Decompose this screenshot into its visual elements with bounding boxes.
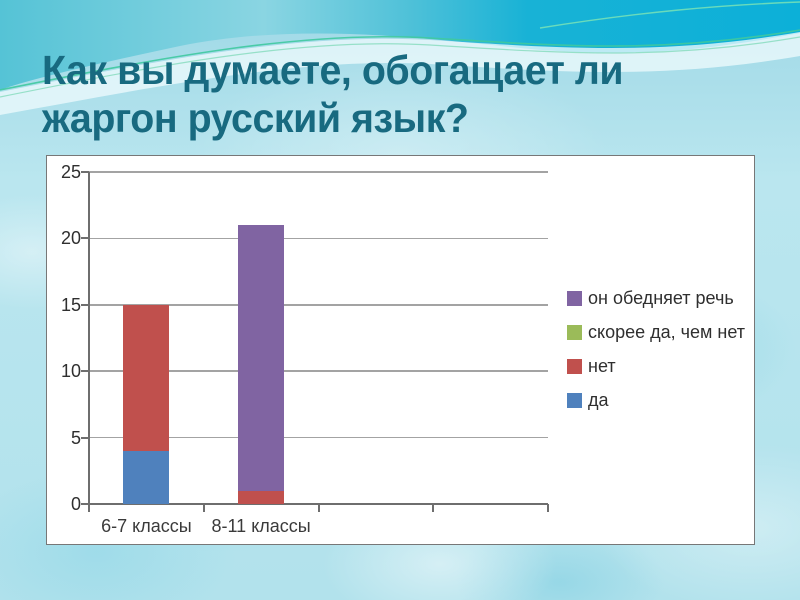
bar-segment xyxy=(123,450,170,504)
y-axis-label: 15 xyxy=(60,294,81,315)
x-axis-tick xyxy=(202,504,205,512)
y-axis-tick xyxy=(81,503,89,505)
y-gridline xyxy=(89,370,548,372)
legend-item: скорее да, чем нет xyxy=(567,322,745,343)
legend-label: да xyxy=(588,390,609,410)
y-axis-tick xyxy=(81,171,89,173)
bar-segment xyxy=(123,304,170,451)
y-axis-label: 25 xyxy=(60,162,81,182)
legend-label: он обедняет речь xyxy=(588,288,734,308)
legend-item: он обедняет речь xyxy=(567,288,745,309)
legend-swatch xyxy=(567,393,582,408)
legend-label: скорее да, чем нет xyxy=(588,322,745,342)
bar-segment xyxy=(238,225,285,491)
legend-swatch xyxy=(567,291,582,306)
bar-segment xyxy=(238,490,285,504)
y-axis-tick xyxy=(81,436,89,439)
y-axis-label: 0 xyxy=(70,494,81,514)
top-wave-decoration xyxy=(0,0,800,115)
wave-band-shape xyxy=(0,0,800,90)
y-axis-line xyxy=(88,172,90,512)
plot-area: 0 5 10 15 20 25 6-7 классы 8-11 классы xyxy=(47,156,756,546)
x-axis-tick xyxy=(547,504,549,512)
legend-swatch xyxy=(567,325,582,340)
y-gridline xyxy=(89,304,548,306)
chart-container: 0 5 10 15 20 25 6-7 классы 8-11 классы он обедн… xyxy=(46,155,755,545)
x-category-label: 8-11 классы xyxy=(211,516,311,536)
x-axis-tick xyxy=(317,504,320,512)
wave-green-line-3 xyxy=(539,1,800,29)
y-axis-tick xyxy=(81,237,89,240)
y-axis-label: 20 xyxy=(60,228,81,249)
y-axis-label: 5 xyxy=(70,427,81,448)
x-category-label: 6-7 классы xyxy=(101,516,192,536)
y-axis-tick xyxy=(81,370,89,373)
x-axis-tick xyxy=(88,504,90,512)
wave-green-line-1 xyxy=(0,29,800,91)
slide-title-line-2: жаргон русский язык? xyxy=(42,95,469,141)
legend-item: нет xyxy=(567,356,745,377)
legend-swatch xyxy=(567,359,582,374)
y-gridline xyxy=(89,436,548,439)
wave-green-line-2 xyxy=(0,36,800,98)
slide-title: Как вы думаете, обогащает ли жаргон русс… xyxy=(42,46,752,142)
y-axis-tick xyxy=(81,303,89,306)
y-axis-label: 10 xyxy=(60,361,81,382)
chart-legend: он обедняет речь скорее да, чем нет нет да xyxy=(567,288,745,424)
legend-item: да xyxy=(567,390,745,411)
legend-label: нет xyxy=(588,356,616,376)
slide-title-line-1: Как вы думаете, обогащает ли xyxy=(42,47,624,93)
y-gridline xyxy=(89,237,548,240)
x-axis-tick xyxy=(432,504,435,512)
y-gridline xyxy=(89,171,548,173)
